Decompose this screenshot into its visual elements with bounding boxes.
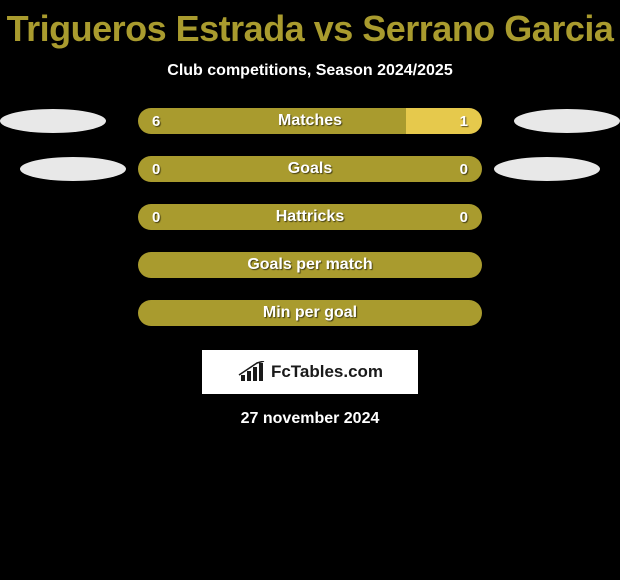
stat-bar-right-segment: 0: [310, 156, 482, 182]
stat-left-value: 0: [152, 162, 160, 177]
stat-bar: 61Matches: [138, 108, 482, 134]
stat-bar: 00Goals: [138, 156, 482, 182]
fctables-logo-icon: [237, 361, 267, 383]
comparison-widget: Trigueros Estrada vs Serrano Garcia Club…: [0, 0, 620, 428]
stat-right-value: 0: [460, 210, 468, 225]
stat-bar-right-segment: [310, 300, 482, 326]
stat-left-value: 6: [152, 114, 160, 129]
stat-bar-left-segment: 6: [138, 108, 406, 134]
stat-bar-right-segment: 1: [406, 108, 482, 134]
stat-bar: Goals per match: [138, 252, 482, 278]
date-text: 27 november 2024: [0, 410, 620, 428]
stat-bar-left-segment: [138, 300, 310, 326]
stat-bar-left-segment: [138, 252, 310, 278]
stat-left-value: 0: [152, 210, 160, 225]
subtitle: Club competitions, Season 2024/2025: [0, 62, 620, 80]
fctables-logo-box: FcTables.com: [202, 350, 418, 394]
stat-right-value: 1: [460, 114, 468, 129]
stat-bar: Min per goal: [138, 300, 482, 326]
stat-bar-left-segment: 0: [138, 156, 310, 182]
player-marker-left: [20, 157, 126, 181]
stat-row: 00Goals: [0, 156, 620, 182]
stat-row: Goals per match: [0, 252, 620, 278]
stat-row: 61Matches: [0, 108, 620, 134]
stat-row: Min per goal: [0, 300, 620, 326]
stat-right-value: 0: [460, 162, 468, 177]
player-marker-left: [0, 109, 106, 133]
stat-bar: 00Hattricks: [138, 204, 482, 230]
stat-bar-right-segment: 0: [310, 204, 482, 230]
fctables-logo-text: FcTables.com: [271, 362, 383, 382]
page-title: Trigueros Estrada vs Serrano Garcia: [0, 8, 620, 50]
stat-rows: 61Matches00Goals00HattricksGoals per mat…: [0, 108, 620, 326]
stat-bar-left-segment: 0: [138, 204, 310, 230]
stat-row: 00Hattricks: [0, 204, 620, 230]
player-marker-right: [514, 109, 620, 133]
stat-bar-right-segment: [310, 252, 482, 278]
player-marker-right: [494, 157, 600, 181]
